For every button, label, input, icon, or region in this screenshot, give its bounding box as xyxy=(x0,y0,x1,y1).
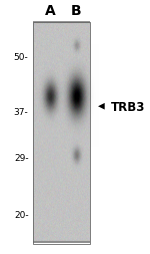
Text: TRB3: TRB3 xyxy=(111,100,145,113)
Text: 20-: 20- xyxy=(14,211,28,220)
Text: B: B xyxy=(71,5,82,18)
Text: 37-: 37- xyxy=(14,108,28,117)
Text: 29-: 29- xyxy=(14,153,28,162)
Text: A: A xyxy=(45,5,56,18)
Text: 50-: 50- xyxy=(14,53,28,61)
Bar xyxy=(33,23,90,244)
